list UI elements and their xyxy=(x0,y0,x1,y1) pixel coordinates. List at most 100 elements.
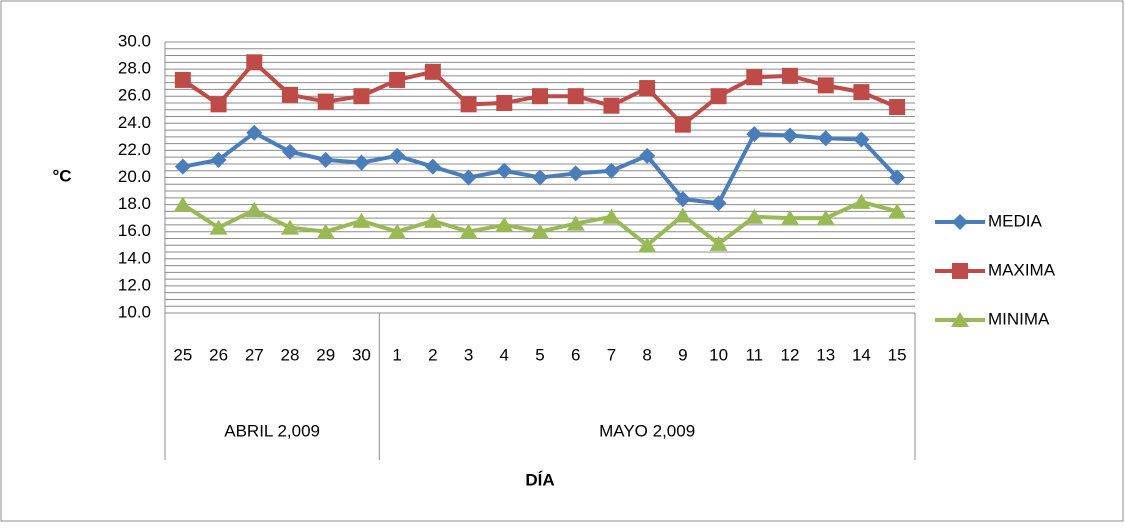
y-tick-label: 14.0 xyxy=(118,248,151,267)
marker xyxy=(173,196,192,212)
y-tick-label: 18.0 xyxy=(118,194,151,213)
y-tick-label: 26.0 xyxy=(118,86,151,105)
x-tick-label: 6 xyxy=(571,345,580,364)
x-tick-label: 29 xyxy=(316,345,335,364)
marker xyxy=(532,169,548,186)
marker xyxy=(952,263,968,279)
marker xyxy=(317,93,334,110)
marker xyxy=(638,237,657,253)
x-tick-label: 7 xyxy=(607,345,616,364)
marker xyxy=(816,210,835,226)
marker xyxy=(531,223,549,239)
marker xyxy=(496,162,513,179)
marker xyxy=(781,210,799,226)
marker xyxy=(388,223,407,239)
marker xyxy=(603,162,620,179)
marker xyxy=(674,116,691,133)
x-tick-label: 3 xyxy=(464,345,473,364)
marker xyxy=(210,96,227,113)
x-tick-label: 25 xyxy=(173,345,192,364)
marker xyxy=(282,86,298,103)
marker xyxy=(424,63,441,80)
marker xyxy=(745,208,764,224)
marker xyxy=(495,216,514,232)
marker xyxy=(710,195,727,212)
marker xyxy=(245,202,264,218)
marker xyxy=(209,219,228,235)
y-tick-label: 10.0 xyxy=(118,302,151,321)
marker xyxy=(246,124,263,141)
marker xyxy=(853,84,870,101)
y-tick-label: 24.0 xyxy=(118,113,151,132)
x-tick-label: 26 xyxy=(209,345,228,364)
x-tick-label: 4 xyxy=(500,345,509,364)
marker xyxy=(709,235,728,251)
marker xyxy=(281,219,299,235)
marker xyxy=(460,96,477,113)
group-label: MAYO 2,009 xyxy=(599,421,695,440)
x-tick-label: 8 xyxy=(642,345,651,364)
marker xyxy=(460,169,477,186)
x-tick-label: 11 xyxy=(745,345,763,364)
y-tick-label: 30.0 xyxy=(118,31,151,50)
marker xyxy=(353,88,370,105)
x-tick-label: 28 xyxy=(281,345,300,364)
marker xyxy=(389,147,406,164)
marker xyxy=(316,223,335,239)
y-tick-label: 22.0 xyxy=(118,140,151,159)
marker xyxy=(674,191,691,208)
x-tick-label: 15 xyxy=(888,345,907,364)
marker xyxy=(673,207,692,223)
legend-label: MEDIA xyxy=(988,211,1043,230)
marker xyxy=(746,126,763,143)
marker xyxy=(424,158,441,175)
legend-label: MINIMA xyxy=(988,309,1050,328)
marker xyxy=(853,131,870,148)
y-tick-label: 12.0 xyxy=(118,275,151,294)
x-tick-label: 9 xyxy=(678,345,687,364)
marker xyxy=(246,54,263,71)
marker xyxy=(952,214,968,230)
x-tick-label: 5 xyxy=(535,345,544,364)
x-axis-label: DÍA xyxy=(525,470,554,489)
y-tick-label: 28.0 xyxy=(118,59,151,78)
y-axis-label: °C xyxy=(52,166,71,185)
marker xyxy=(639,147,656,164)
legend-label: MAXIMA xyxy=(988,260,1056,279)
group-label: ABRIL 2,009 xyxy=(224,421,320,440)
x-tick-label: 10 xyxy=(709,345,728,364)
x-tick-label: 30 xyxy=(352,345,371,364)
marker xyxy=(459,223,478,239)
marker xyxy=(782,127,798,144)
marker xyxy=(174,158,191,175)
y-tick-label: 16.0 xyxy=(118,221,151,240)
x-tick-label: 12 xyxy=(781,345,800,364)
marker xyxy=(496,94,513,111)
x-tick-label: 1 xyxy=(392,345,401,364)
marker xyxy=(639,80,656,97)
y-tick-label: 20.0 xyxy=(118,167,151,186)
marker xyxy=(602,208,621,224)
marker xyxy=(782,67,798,84)
x-tick-label: 2 xyxy=(428,345,437,364)
marker xyxy=(317,151,334,168)
marker xyxy=(889,169,906,186)
x-tick-label: 13 xyxy=(816,345,835,364)
marker xyxy=(710,88,727,105)
marker xyxy=(567,88,584,105)
marker xyxy=(888,203,907,219)
marker xyxy=(352,212,371,228)
marker xyxy=(423,212,442,228)
marker xyxy=(567,165,584,182)
marker xyxy=(566,215,585,231)
marker xyxy=(852,193,871,209)
marker xyxy=(210,151,227,168)
marker xyxy=(817,77,834,94)
marker xyxy=(282,143,298,160)
marker xyxy=(951,312,969,327)
marker xyxy=(889,99,906,116)
x-tick-label: 14 xyxy=(852,345,871,364)
marker xyxy=(174,71,191,88)
